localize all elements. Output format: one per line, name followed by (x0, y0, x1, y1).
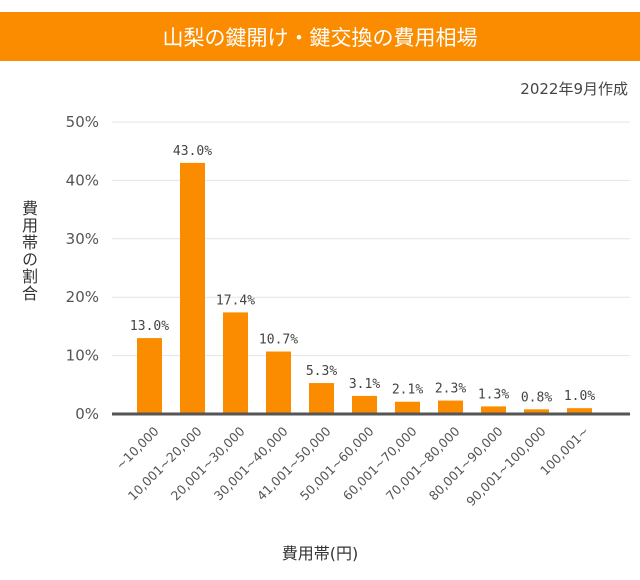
x-axis-label: 費用帯(円) (281, 544, 359, 563)
x-tick-label: 41,001~50,000 (254, 423, 334, 503)
x-tick-label: 10,001~20,000 (125, 423, 205, 503)
x-tick-label: 20,001~30,000 (168, 423, 248, 503)
data-label: 43.0% (173, 144, 212, 159)
bar (524, 409, 549, 414)
x-tick-label: 90,001~100,000 (463, 423, 549, 509)
y-axis-label: 費用帯の割合 (19, 200, 38, 302)
x-tick-label: 30,001~40,000 (211, 423, 291, 503)
y-tick-label: 30% (66, 230, 99, 248)
x-tick-label: 70,001~80,000 (383, 423, 463, 503)
y-tick-label: 40% (66, 171, 99, 189)
y-tick-label: 0% (75, 405, 99, 423)
data-label: 0.8% (521, 390, 552, 405)
creation-date: 2022年9月作成 (520, 80, 628, 98)
data-label: 3.1% (349, 377, 380, 392)
bar (567, 408, 592, 414)
x-tick-label: 80,001~90,000 (426, 423, 506, 503)
y-tick-label: 50% (66, 113, 99, 131)
chart-title: 山梨の鍵開け・鍵交換の費用相場 (0, 12, 640, 61)
bar (266, 351, 291, 414)
bar (309, 383, 334, 414)
data-label: 13.0% (130, 319, 169, 334)
bar (395, 401, 420, 414)
x-tick-label: 60,001~70,000 (340, 423, 420, 503)
bar (481, 406, 506, 414)
data-label: 2.3% (435, 382, 466, 397)
data-label: 2.1% (392, 383, 423, 398)
bar (223, 312, 248, 414)
y-tick-label: 20% (66, 288, 99, 306)
data-label: 17.4% (216, 293, 255, 308)
x-tick-label: 50,001~60,000 (297, 423, 377, 503)
y-tick-label: 10% (66, 347, 99, 365)
data-label: 5.3% (306, 364, 337, 379)
bar (180, 162, 205, 414)
bar (438, 400, 463, 414)
data-label: 1.0% (564, 389, 595, 404)
data-label: 10.7% (259, 333, 298, 348)
bar (352, 395, 377, 414)
data-label: 1.3% (478, 387, 509, 402)
bar (137, 338, 162, 414)
